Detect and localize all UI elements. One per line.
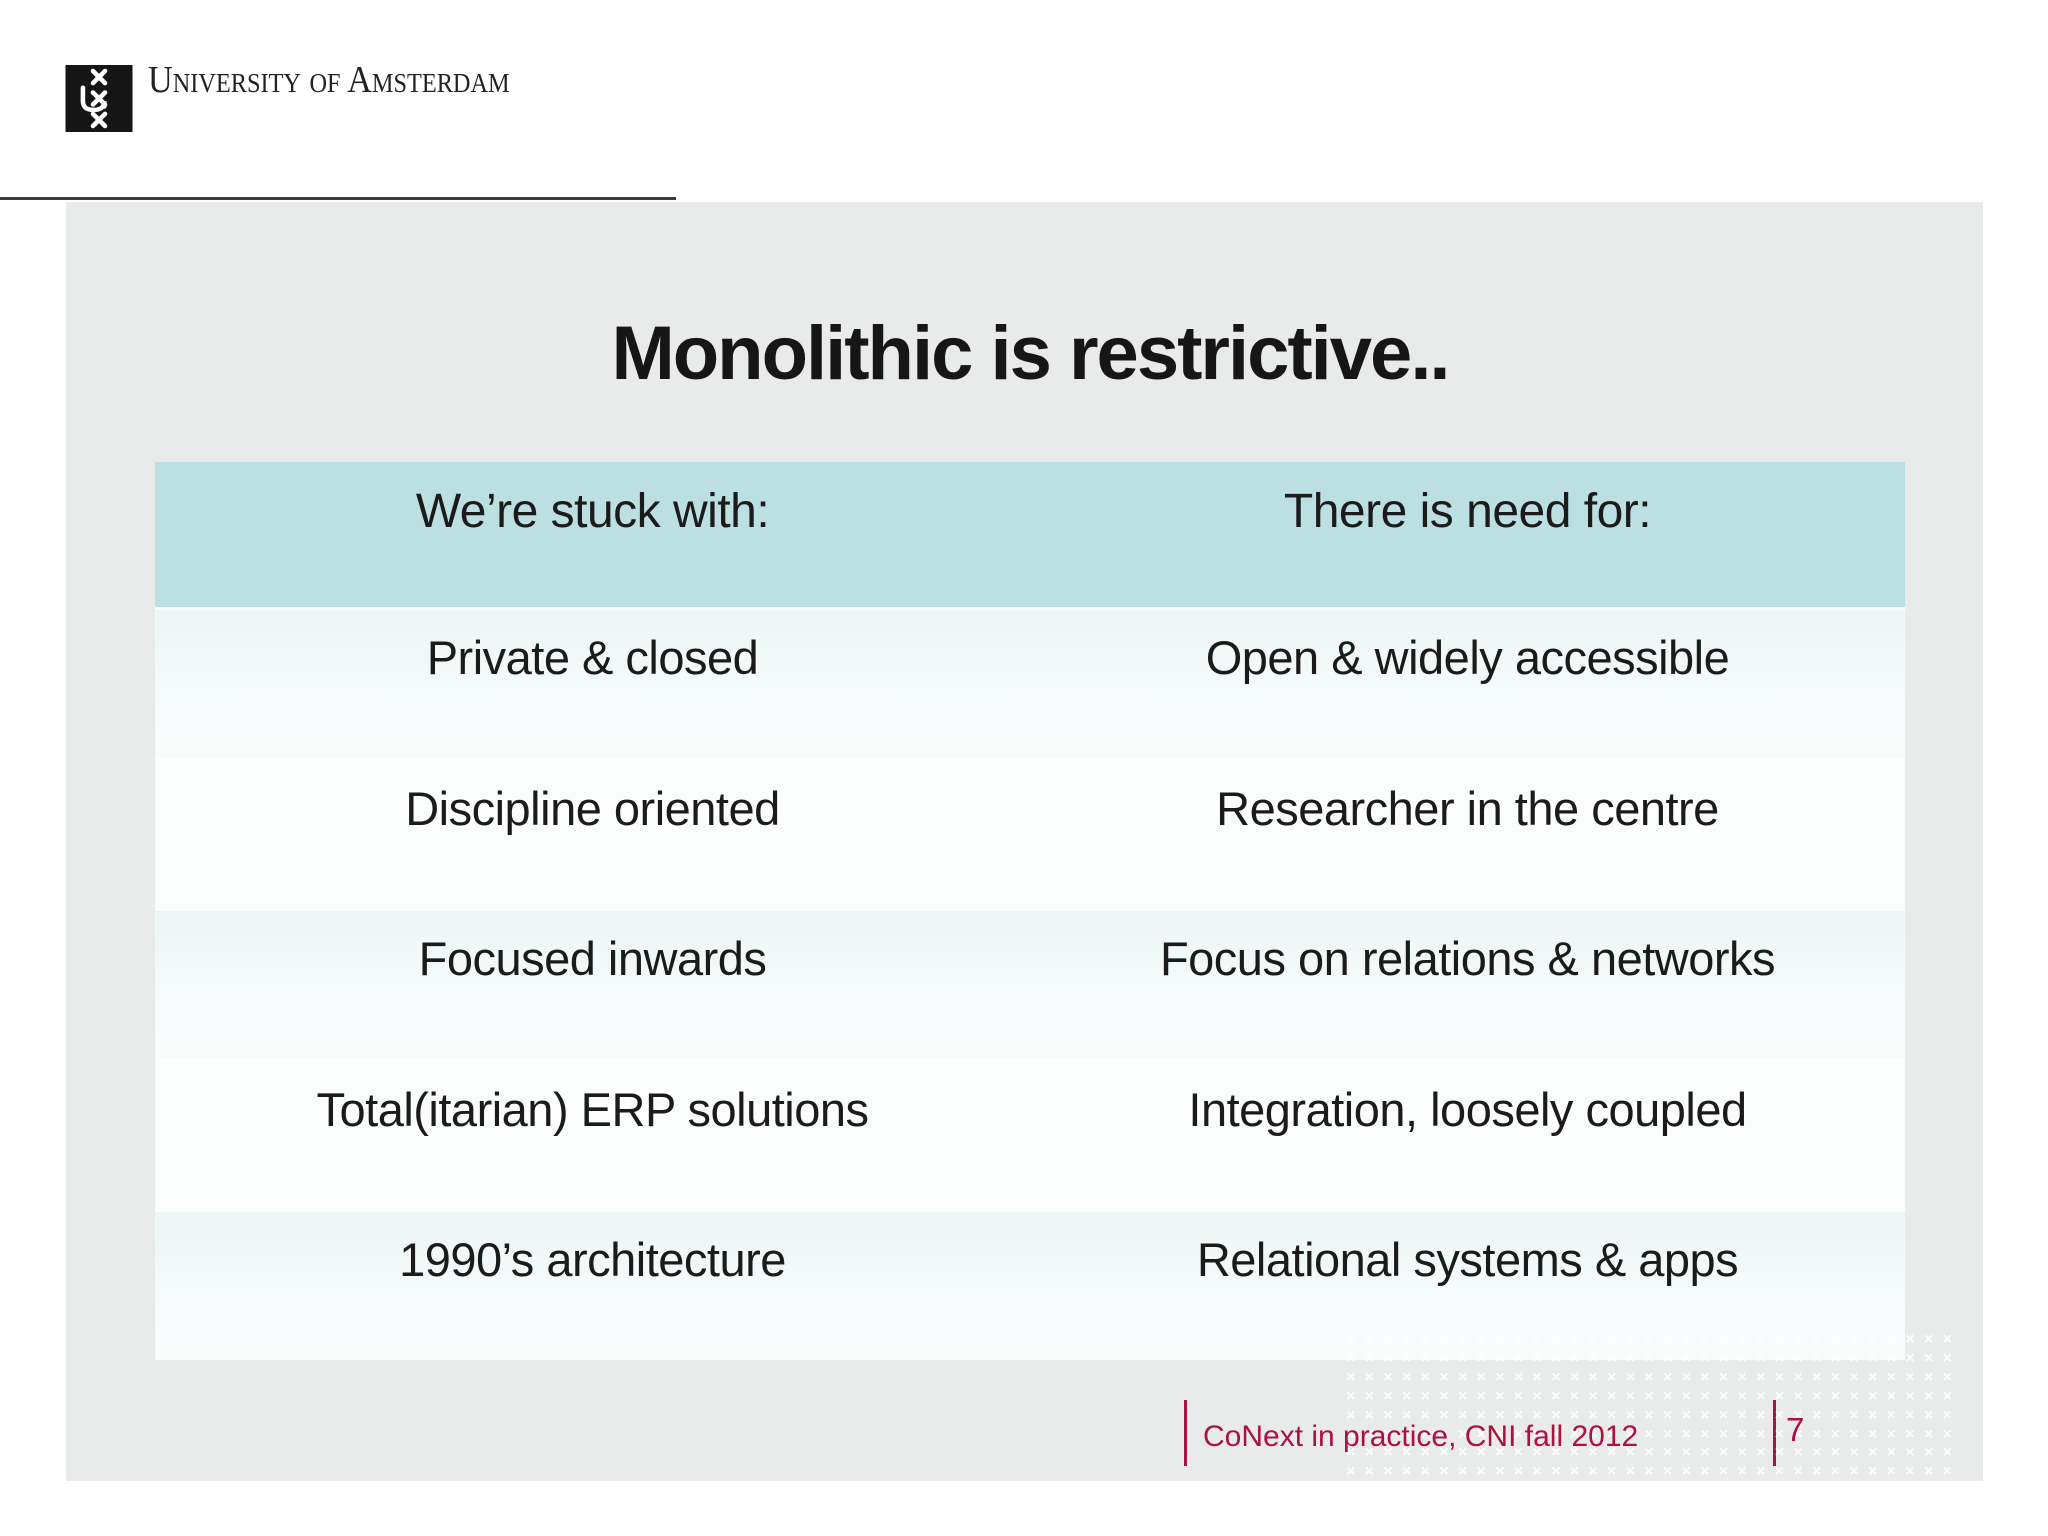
- header-rule: [0, 197, 676, 200]
- slide-title: Monolithic is restrictive..: [611, 311, 1450, 396]
- table-row: Focused inwards Focus on relations & net…: [155, 908, 1905, 1059]
- table-cell-left: Discipline oriented: [405, 781, 780, 835]
- header-cell-left: We’re stuck with:: [415, 485, 770, 538]
- table-row: Discipline oriented Researcher in the ce…: [155, 757, 1905, 908]
- table-cell-right: Focus on relations & networks: [1159, 932, 1776, 985]
- table-cell-right: Integration, loosely coupled: [1188, 1082, 1747, 1136]
- table-cell-left: Total(itarian) ERP solutions: [316, 1082, 870, 1136]
- slide-canvas: Monolithic is restrictive.. We’re stuck …: [66, 202, 1983, 1481]
- uva-crest-icon: [65, 65, 133, 132]
- table-cell-left: 1990’s architecture: [399, 1233, 786, 1286]
- table-row: 1990’s architecture Relational systems &…: [155, 1209, 1905, 1360]
- page-number-divider: [1773, 1400, 1776, 1466]
- table-header-row: We’re stuck with: There is need for:: [155, 462, 1905, 607]
- dot-pattern: ××××××××××××××××××××××××××××××××× ××××××…: [1346, 1331, 1962, 1481]
- table-cell-left: Private & closed: [426, 631, 759, 684]
- page-number: 7: [1786, 1411, 1805, 1448]
- footer-caption: CoNext in practice, CNI fall 2012: [1203, 1420, 1639, 1453]
- table-cell-right: Relational systems & apps: [1196, 1233, 1739, 1286]
- table-cell-left: Focused inwards: [418, 932, 767, 985]
- table-row: Private & closed Open & widely accessibl…: [155, 607, 1905, 758]
- header-cell-right: There is need for:: [1283, 485, 1652, 538]
- table-row: Total(itarian) ERP solutions Integration…: [155, 1058, 1905, 1209]
- footer-divider: [1184, 1400, 1187, 1466]
- table-cell-right: Researcher in the centre: [1216, 781, 1719, 835]
- comparison-table: We’re stuck with: There is need for: Pri…: [155, 462, 1905, 1360]
- table-cell-right: Open & widely accessible: [1205, 631, 1730, 684]
- uva-wordmark: University of Amsterdam: [148, 59, 510, 101]
